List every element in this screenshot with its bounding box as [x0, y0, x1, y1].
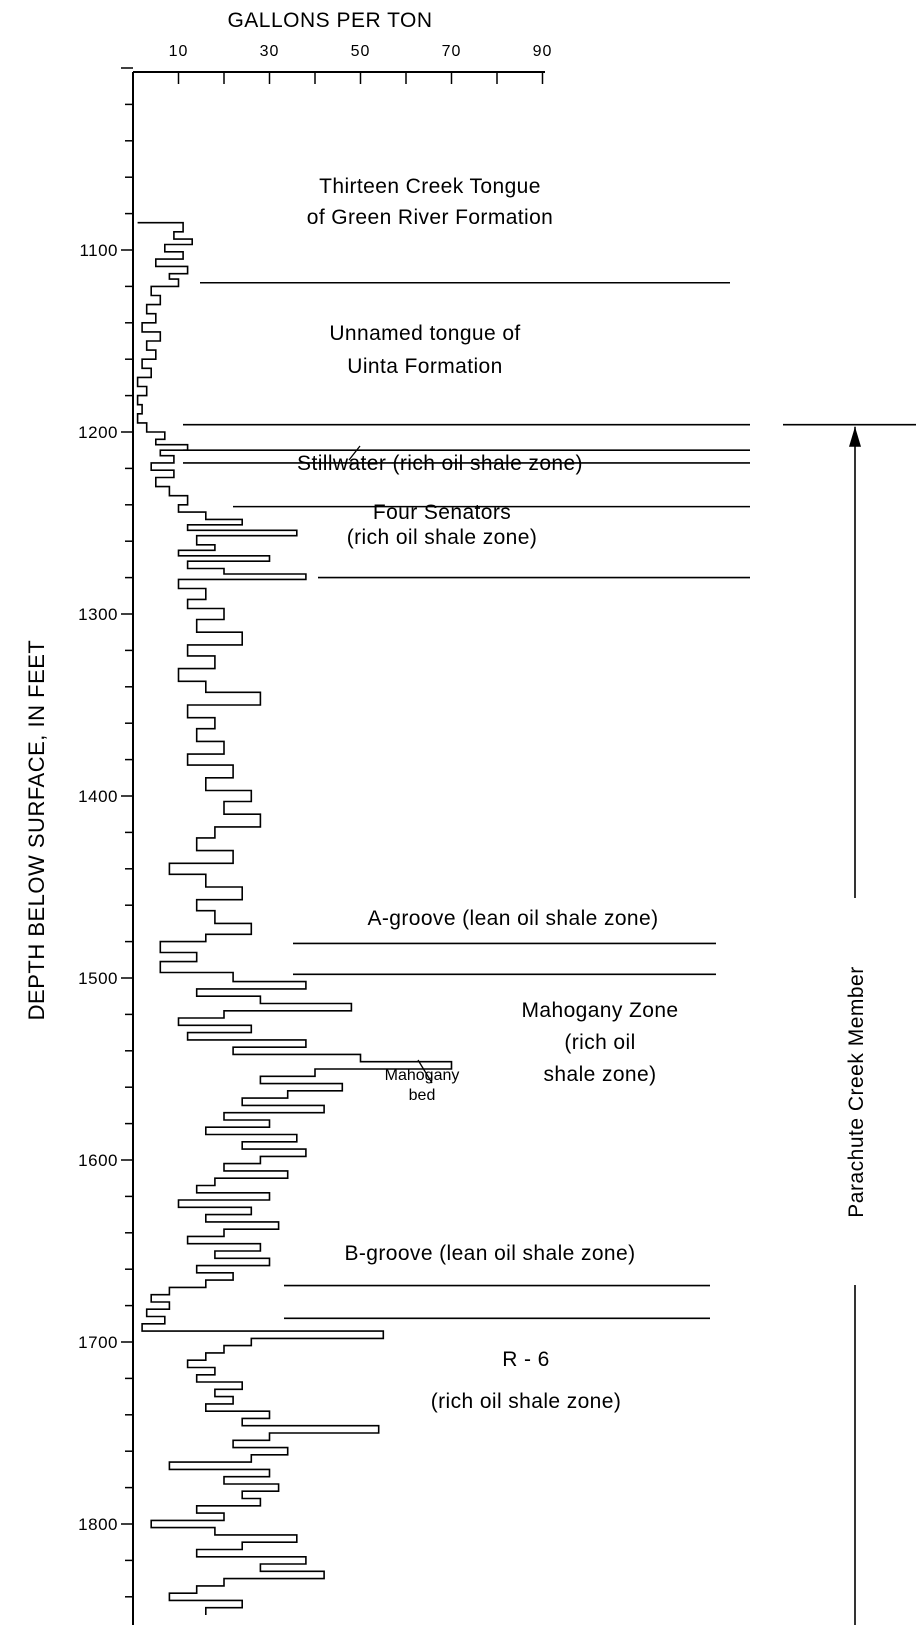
x-axis-title: GALLONS PER TON: [227, 9, 432, 32]
mahogany-bed-label: Mahogany: [385, 1067, 460, 1084]
axes: [121, 67, 545, 1625]
y-axis-label: DEPTH BELOW SURFACE, IN FEET: [24, 640, 49, 1021]
zone-label: Uinta Formation: [347, 355, 502, 378]
y-tick-label: 1800: [78, 1515, 118, 1534]
zone-label: R - 6: [502, 1348, 550, 1371]
x-tick-label: 90: [533, 43, 553, 60]
zone-boundaries: [183, 281, 750, 1320]
zone-label: A-groove (lean oil shale zone): [368, 907, 659, 930]
zone-label: B-groove (lean oil shale zone): [345, 1242, 636, 1265]
zone-label: shale zone): [544, 1063, 657, 1086]
x-tick-label: 50: [351, 43, 371, 60]
member-arrowhead: [849, 426, 861, 447]
zone-label: of Green River Formation: [307, 206, 554, 229]
zone-label: Thirteen Creek Tongue: [319, 175, 541, 198]
zone-label: (rich oil: [564, 1031, 635, 1054]
y-tick-label: 1100: [79, 241, 118, 260]
y-tick-label: 1700: [78, 1333, 118, 1352]
y-tick-label: 1600: [78, 1151, 118, 1170]
stillwater-pointer: [348, 445, 361, 461]
zone-label: Mahogany Zone: [522, 999, 679, 1022]
member-label: Parachute Creek Member: [845, 966, 868, 1217]
member-bracket: Parachute Creek Member: [783, 423, 916, 1625]
mahogany-bed-pointer: [417, 1059, 433, 1084]
series-line: [136, 221, 453, 1615]
x-tick-label: 70: [442, 43, 462, 60]
x-tick-label: 30: [260, 43, 280, 60]
y-tick-label: 1500: [78, 969, 118, 988]
y-tick-label: 1200: [78, 423, 118, 442]
x-tick-labels: 10 30 50 70 90: [169, 43, 553, 60]
zone-label: (rich oil shale zone): [431, 1390, 621, 1413]
zone-label: (rich oil shale zone): [347, 526, 537, 549]
y-tick-label: 1300: [78, 605, 118, 624]
x-axis-label: GALLONS PER TON: [227, 9, 432, 32]
y-tick-label: 1400: [78, 787, 118, 806]
x-tick-label: 10: [169, 43, 189, 60]
zone-labels: Thirteen Creek Tongue of Green River Form…: [297, 175, 678, 1413]
zone-label: Unnamed tongue of: [329, 322, 520, 345]
oil-yield-series: [136, 221, 453, 1615]
mahogany-bed-label: bed: [409, 1087, 436, 1104]
y-tick-labels: 1100 1200 1300 1400 1500 1600 1700 1800: [78, 241, 118, 1534]
zone-label: Stillwater (rich oil shale zone): [297, 452, 583, 475]
zone-label: Four Senators: [373, 501, 511, 524]
